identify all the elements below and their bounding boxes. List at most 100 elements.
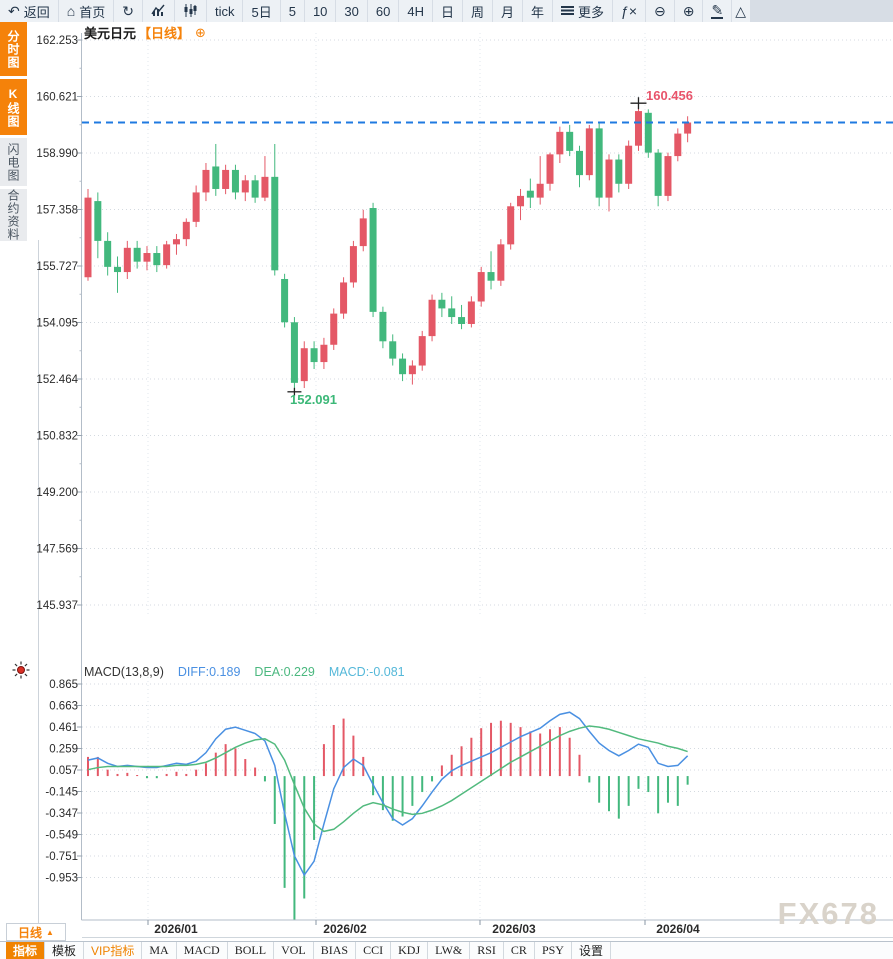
period-dropdown-label: 日线 (18, 925, 43, 940)
toolbar-button-month[interactable]: 月 (493, 0, 523, 22)
tab-vip-indicator[interactable]: VIP指标 (84, 942, 143, 959)
back-icon: ↶ (8, 3, 20, 19)
svg-text:0.865: 0.865 (49, 679, 78, 691)
svg-text:0.663: 0.663 (49, 701, 78, 713)
toolbar-label: 日 (440, 4, 454, 20)
sidebar-item-kline-chart[interactable]: K线图 (0, 79, 27, 135)
svg-text:-0.145: -0.145 (45, 787, 78, 799)
toolbar-button-more[interactable]: 更多 (553, 0, 613, 22)
period-tag: 【日线】 (138, 26, 191, 41)
tab-cci[interactable]: CCI (356, 942, 392, 959)
tab-ma[interactable]: MA (142, 942, 177, 959)
svg-text:155.727: 155.727 (36, 261, 78, 273)
svg-text:158.990: 158.990 (36, 148, 78, 160)
toolbar-label: 60 (375, 3, 391, 19)
sidebar: 分时图 K线图闪电图合约资料 (0, 22, 27, 244)
triangle-up-icon: ▲ (46, 927, 54, 937)
macd-histogram (87, 718, 689, 920)
period-dropdown[interactable]: 日线 ▲ (6, 923, 66, 941)
triangle-icon: △ (735, 3, 746, 19)
home-icon: ⌂ (66, 3, 76, 19)
sidebar-item-time-chart[interactable]: 分时图 (0, 22, 27, 76)
fx-icon: ƒ× (621, 3, 638, 19)
macd-dea-value: DEA:0.229 (254, 665, 315, 679)
svg-text:145.937: 145.937 (36, 600, 78, 612)
tab-cr[interactable]: CR (504, 942, 535, 959)
svg-text:0.057: 0.057 (49, 765, 78, 777)
toolbar-button-10min[interactable]: 10 (304, 0, 336, 22)
toolbar-button-refresh[interactable]: ↻ (114, 0, 142, 22)
tab-vol[interactable]: VOL (274, 942, 314, 959)
toolbar-button-week[interactable]: 周 (462, 0, 492, 22)
toolbar: ↶ 返回 ⌂ 首页 ↻ tick 5日 5 10 30 60 4H 日周月年更多 ƒ× ⊖ ⊕ ✎ △ (0, 0, 893, 22)
toolbar-button-year[interactable]: 年 (523, 0, 553, 22)
svg-text:-0.549: -0.549 (45, 830, 78, 842)
tab-template[interactable]: 模板 (45, 942, 85, 959)
svg-text:160.621: 160.621 (36, 92, 78, 104)
toolbar-button-4h[interactable]: 4H (399, 0, 432, 22)
indicator-settings-icon[interactable] (12, 661, 30, 679)
toolbar-button-tick[interactable]: tick (206, 0, 243, 22)
toolbar-button-5min[interactable]: 5 (280, 0, 304, 22)
toolbar-button-30min[interactable]: 30 (336, 0, 367, 22)
macd-params: MACD(13,8,9) (84, 665, 164, 679)
refresh-icon: ↻ (122, 3, 134, 19)
toolbar-label: tick (214, 3, 235, 19)
toolbar-button-60min[interactable]: 60 (367, 0, 399, 22)
svg-text:2026/01: 2026/01 (154, 922, 198, 936)
svg-text:154.095: 154.095 (36, 318, 78, 330)
tab-lw[interactable]: LW& (428, 942, 471, 959)
annotation-markers (287, 97, 647, 396)
macd-macd-value: MACD:-0.081 (328, 665, 405, 679)
tab-indicator[interactable]: 指标 (6, 942, 46, 959)
circle-plus-icon[interactable]: ⊕ (195, 24, 206, 40)
toolbar-label: 年 (531, 4, 545, 20)
tab-boll[interactable]: BOLL (228, 942, 275, 959)
toolbar-button-zoom-in[interactable]: ⊕ (674, 0, 703, 22)
toolbar-button-5d[interactable]: 5日 (243, 0, 280, 22)
svg-text:-0.953: -0.953 (45, 873, 78, 885)
zoom-in-icon: ⊕ (682, 3, 695, 19)
sidebar-item-contract-info[interactable]: 合约资料 (0, 189, 27, 241)
candlestick-series (84, 102, 692, 392)
toolbar-button-zoom-out[interactable]: ⊖ (646, 0, 674, 22)
toolbar-button-timeline-chart[interactable] (142, 0, 174, 22)
chart-title: 美元日元 【日线】 ⊕ (84, 23, 206, 42)
candle-chart-icon (183, 3, 198, 19)
svg-text:147.569: 147.569 (36, 544, 78, 556)
toolbar-button-back[interactable]: ↶ 返回 (0, 0, 58, 22)
area-chart-icon (151, 4, 166, 19)
toolbar-label: 首页 (79, 4, 106, 20)
svg-text:2026/04: 2026/04 (656, 922, 700, 936)
svg-text:152.464: 152.464 (36, 374, 78, 386)
svg-text:157.358: 157.358 (36, 205, 78, 217)
toolbar-label: 月 (501, 4, 515, 20)
toolbar-button-home[interactable]: ⌂ 首页 (58, 0, 114, 22)
toolbar-label: 5 (288, 3, 296, 19)
tab-bias[interactable]: BIAS (314, 942, 357, 959)
tab-kdj[interactable]: KDJ (391, 942, 429, 959)
axes (38, 33, 893, 938)
svg-text:149.200: 149.200 (36, 487, 78, 499)
svg-text:162.253: 162.253 (36, 35, 78, 47)
toolbar-button-draw[interactable]: ✎ (703, 0, 732, 22)
macd-header: MACD(13,8,9) DIFF:0.189 DEA:0.229 MACD:-… (84, 665, 405, 679)
tab-psy[interactable]: PSY (535, 942, 572, 959)
toolbar-label: 更多 (578, 4, 605, 20)
axis-labels: 162.253 160.621 158.990 157.358 155.727 154.0… (36, 35, 700, 936)
tab-rsi[interactable]: RSI (470, 942, 504, 959)
toolbar-button-shape[interactable]: △ (732, 0, 751, 22)
sidebar-item-lightning-chart[interactable]: 闪电图 (0, 138, 27, 186)
symbol-name: 美元日元 (84, 26, 137, 41)
toolbar-button-day[interactable]: 日 (432, 0, 462, 22)
tab-settings[interactable]: 设置 (572, 942, 611, 959)
tab-macd[interactable]: MACD (177, 942, 228, 959)
toolbar-button-fx[interactable]: ƒ× (613, 0, 646, 22)
toolbar-label: 4H (407, 3, 424, 19)
low-price-annotation: 152.091 (290, 392, 337, 407)
gridlines (82, 33, 893, 920)
svg-text:150.832: 150.832 (36, 431, 78, 443)
pen-icon: ✎ (711, 2, 724, 19)
toolbar-button-kline-chart[interactable] (174, 0, 206, 22)
